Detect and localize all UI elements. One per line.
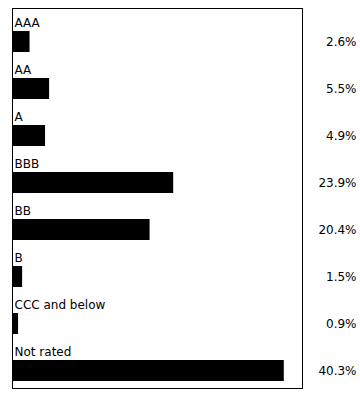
svg-text:A: A xyxy=(15,110,24,124)
svg-text:BBB: BBB xyxy=(15,157,40,171)
svg-text:AAA: AAA xyxy=(15,16,41,30)
svg-text:2.6%: 2.6% xyxy=(326,35,357,49)
svg-text:0.9%: 0.9% xyxy=(326,317,357,331)
svg-text:BB: BB xyxy=(15,204,31,218)
svg-text:AA: AA xyxy=(15,63,33,77)
svg-text:5.5%: 5.5% xyxy=(326,82,357,96)
svg-text:4.9%: 4.9% xyxy=(326,129,357,143)
svg-text:23.9%: 23.9% xyxy=(318,176,356,190)
svg-text:1.5%: 1.5% xyxy=(326,270,357,284)
svg-text:40.3%: 40.3% xyxy=(318,364,356,378)
svg-text:Not rated: Not rated xyxy=(15,345,72,359)
svg-text:CCC and below: CCC and below xyxy=(15,298,106,312)
svg-text:20.4%: 20.4% xyxy=(318,223,356,237)
svg-text:B: B xyxy=(15,251,23,265)
